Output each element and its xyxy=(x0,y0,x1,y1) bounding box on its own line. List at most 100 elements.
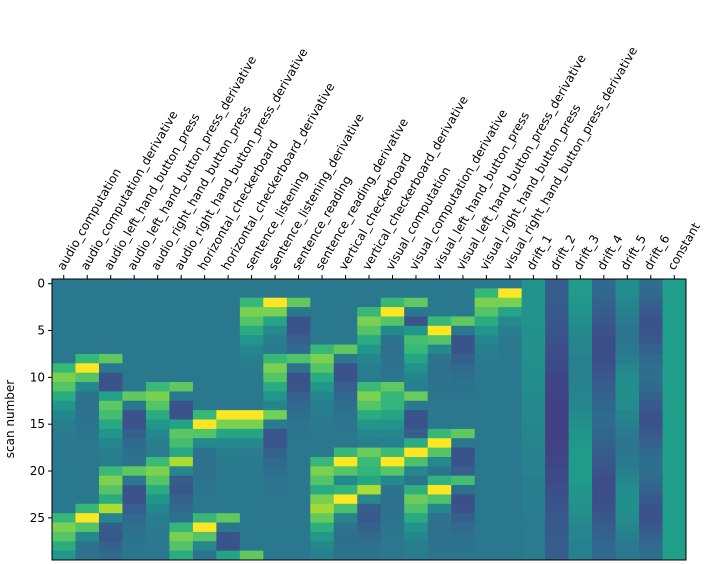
heatmap-cell xyxy=(52,447,76,458)
heatmap-cell xyxy=(98,456,123,467)
heatmap-cell xyxy=(263,391,288,402)
heatmap-cell xyxy=(404,316,429,327)
heatmap-cell xyxy=(52,466,76,477)
heatmap-cell xyxy=(592,522,616,533)
heatmap-cell xyxy=(122,353,147,364)
heatmap-cell xyxy=(192,279,217,289)
heatmap-cell xyxy=(52,522,76,533)
heatmap-cell xyxy=(145,503,170,514)
heatmap-cell xyxy=(404,353,429,364)
heatmap-cell xyxy=(521,372,546,383)
heatmap-cell xyxy=(545,475,569,486)
heatmap-cell xyxy=(239,279,264,289)
heatmap-cell xyxy=(239,550,264,561)
heatmap-cell xyxy=(52,391,76,402)
heatmap-cell xyxy=(380,325,405,336)
heatmap-cell xyxy=(333,503,358,514)
heatmap-cell xyxy=(451,513,476,523)
heatmap-cell xyxy=(380,428,405,439)
heatmap-cell xyxy=(451,494,476,505)
heatmap-cell xyxy=(451,316,476,327)
heatmap-cell xyxy=(545,400,569,411)
heatmap-cell xyxy=(216,353,241,364)
heatmap-cell xyxy=(498,372,523,383)
heatmap-cell xyxy=(263,353,288,364)
heatmap-cell xyxy=(192,438,217,448)
heatmap-cell xyxy=(75,466,100,477)
heatmap-cell xyxy=(169,475,194,486)
heatmap-cell xyxy=(169,466,194,477)
heatmap-cell xyxy=(662,391,687,402)
heatmap-cell xyxy=(568,344,593,355)
heatmap-cell xyxy=(239,325,264,336)
heatmap-cell xyxy=(568,447,593,458)
heatmap-cell xyxy=(310,391,335,402)
heatmap-cell xyxy=(122,410,147,420)
heatmap-cell xyxy=(380,316,405,327)
heatmap-cell xyxy=(639,353,663,364)
heatmap-cell xyxy=(52,494,76,505)
heatmap-cell xyxy=(145,494,170,505)
heatmap-cell xyxy=(592,428,616,439)
heatmap-cell xyxy=(568,503,593,514)
heatmap-cell xyxy=(498,531,523,542)
heatmap-cell xyxy=(451,297,476,308)
heatmap-cell xyxy=(122,297,147,308)
heatmap-cell xyxy=(380,550,405,561)
heatmap-cell xyxy=(145,428,170,439)
heatmap-cell xyxy=(98,419,123,430)
heatmap-cell xyxy=(333,428,358,439)
heatmap-cell xyxy=(639,438,663,448)
heatmap-cell xyxy=(474,279,499,289)
heatmap-cell xyxy=(52,485,76,495)
heatmap-cell xyxy=(568,297,593,308)
heatmap-cell xyxy=(357,541,382,552)
heatmap-cell xyxy=(263,372,288,383)
heatmap-cell xyxy=(357,494,382,505)
heatmap-cell xyxy=(145,522,170,533)
heatmap-cell xyxy=(615,353,640,364)
heatmap-cell xyxy=(380,456,405,467)
heatmap-cell xyxy=(662,307,687,317)
heatmap-cell xyxy=(52,353,76,364)
heatmap-cell xyxy=(216,363,241,374)
heatmap-cell xyxy=(192,353,217,364)
heatmap-cell xyxy=(545,541,569,552)
heatmap-cell xyxy=(169,391,194,402)
heatmap-cell xyxy=(521,400,546,411)
heatmap-cell xyxy=(357,363,382,374)
heatmap-cell xyxy=(427,475,452,486)
heatmap-cell xyxy=(451,382,476,392)
heatmap-cell xyxy=(333,316,358,327)
heatmap-cell xyxy=(75,447,100,458)
heatmap-cell xyxy=(333,344,358,355)
heatmap-cell xyxy=(639,307,663,317)
heatmap-cell xyxy=(451,400,476,411)
heatmap-cell xyxy=(145,550,170,561)
heatmap-cell xyxy=(568,485,593,495)
heatmap-cell xyxy=(310,316,335,327)
heatmap-cell xyxy=(427,400,452,411)
heatmap-cell xyxy=(568,456,593,467)
heatmap-cell xyxy=(639,531,663,542)
heatmap-cell xyxy=(404,531,429,542)
heatmap-cell xyxy=(498,363,523,374)
heatmap-cell xyxy=(192,503,217,514)
heatmap-cell xyxy=(404,391,429,402)
heatmap-cell xyxy=(545,353,569,364)
heatmap-cell xyxy=(639,297,663,308)
heatmap-cell xyxy=(145,307,170,317)
heatmap-cell xyxy=(310,335,335,345)
heatmap-cell xyxy=(75,541,100,552)
heatmap-cell xyxy=(568,372,593,383)
heatmap-cell xyxy=(615,550,640,561)
heatmap-cell xyxy=(615,494,640,505)
heatmap-cell xyxy=(662,335,687,345)
heatmap-cell xyxy=(427,288,452,299)
heatmap-cell xyxy=(404,288,429,299)
heatmap-cell xyxy=(263,466,288,477)
y-tick-label: 25 xyxy=(30,511,45,525)
heatmap-cell xyxy=(404,466,429,477)
heatmap-cell xyxy=(216,475,241,486)
heatmap-cell xyxy=(357,279,382,289)
